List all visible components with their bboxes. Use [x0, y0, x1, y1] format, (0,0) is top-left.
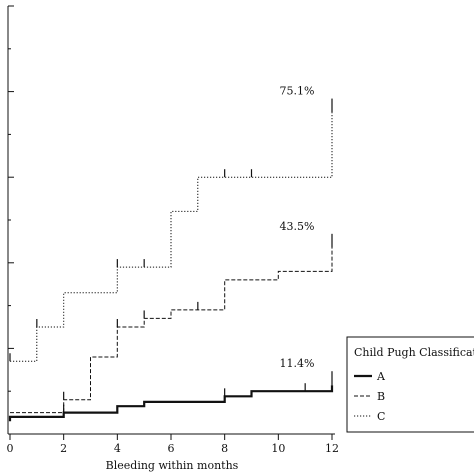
legend-box — [346, 336, 474, 433]
axes: 0 2 4 6 8 10 12 — [7, 5, 339, 455]
end-labels: 11.4% 43.5% 75.1% — [280, 85, 315, 371]
legend-label-A: A — [376, 370, 386, 383]
series-line-C — [10, 112, 333, 362]
legend-label-C: C — [377, 410, 385, 423]
x-tick-label: 4 — [114, 442, 121, 455]
censor-marks — [9, 98, 333, 413]
x-tick-label: 6 — [168, 442, 175, 455]
legend-entries: ABC — [354, 370, 386, 423]
series-line-B — [10, 247, 333, 414]
x-tick-label: 12 — [325, 442, 339, 455]
end-label-B: 43.5% — [280, 220, 315, 233]
series-line-A — [8, 385, 334, 422]
x-tick-label: 10 — [271, 442, 285, 455]
x-tick-label: 8 — [221, 442, 228, 455]
y-ticks — [8, 5, 14, 392]
x-ticks: 0 2 4 6 8 10 12 — [7, 434, 339, 455]
x-axis-label: Bleeding within months — [106, 459, 239, 472]
legend-title: Child Pugh Classificatio — [354, 346, 474, 359]
legend: Child Pugh Classificatio ABC — [346, 336, 474, 433]
end-label-A: 11.4% — [280, 357, 315, 370]
x-tick-label: 2 — [60, 442, 67, 455]
series-layer — [8, 112, 334, 422]
x-tick-label: 0 — [7, 442, 14, 455]
legend-label-B: B — [377, 390, 385, 403]
end-label-C: 75.1% — [280, 85, 315, 98]
